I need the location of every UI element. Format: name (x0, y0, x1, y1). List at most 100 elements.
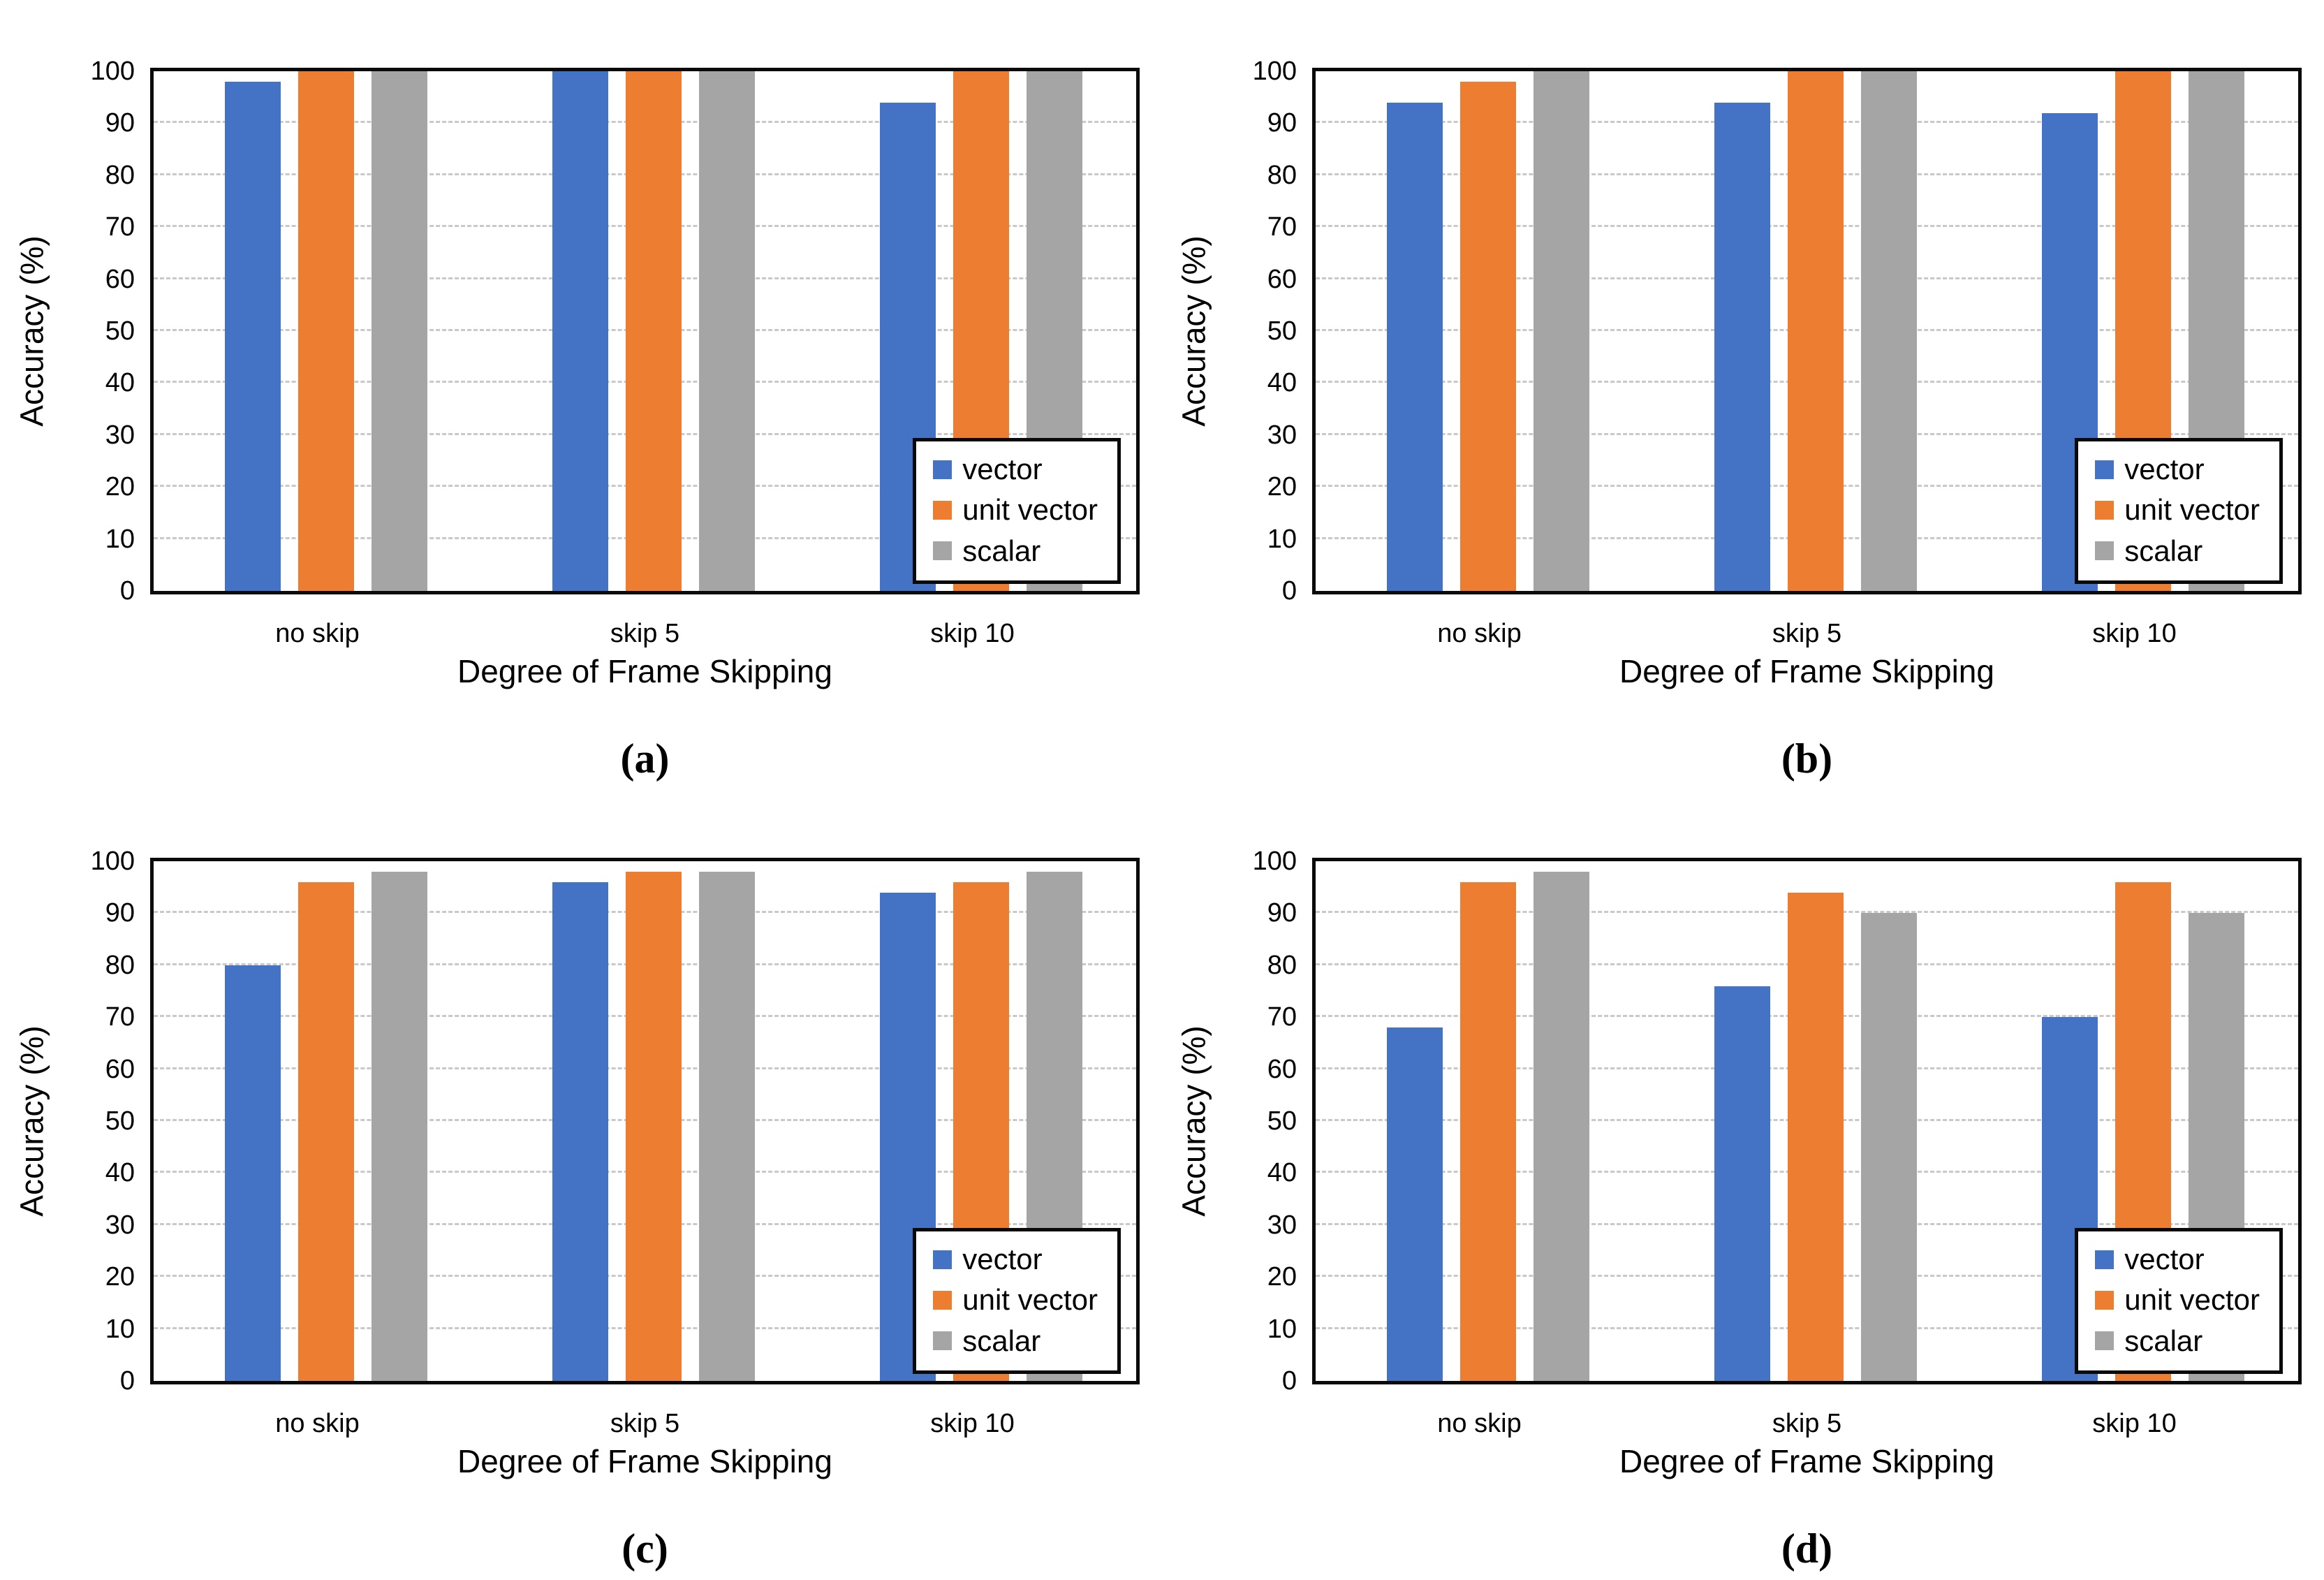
bar-scalar-skip-5 (699, 71, 755, 591)
y-axis-title: Accuracy (%) (1165, 858, 1223, 1384)
y-tick-label: 50 (105, 1106, 135, 1136)
y-axis-title: Accuracy (%) (3, 858, 61, 1384)
bar-scalar-no-skip (372, 71, 427, 591)
legend-label: vector (2124, 453, 2205, 486)
bar-unit-vector-skip-5 (626, 871, 682, 1381)
plot-area: 0 10 20 30 40 50 60 70 80 90 100 no skip skip 5 skip … (1253, 848, 2302, 1437)
y-tick-label: 30 (105, 1210, 135, 1240)
y-axis-title: Accuracy (%) (3, 68, 61, 594)
legend-item-vector: vector (933, 453, 1098, 486)
y-tick-label: 10 (1267, 524, 1297, 554)
legend-marker-unit-vector-icon (933, 1291, 953, 1310)
bar-unit-vector-skip-5 (1788, 71, 1844, 591)
y-tick-label: 20 (105, 472, 135, 502)
y-tick-label: 100 (90, 847, 135, 876)
legend-label: scalar (2124, 1324, 2203, 1357)
legend: vector unit vector scalar (2075, 438, 2283, 584)
y-tick-label: 20 (1267, 1262, 1297, 1292)
legend-item-unit-vector: unit vector (2095, 1283, 2260, 1317)
x-tick-label: skip 5 (610, 619, 680, 648)
legend-item-unit-vector: unit vector (2095, 493, 2260, 527)
bar-scalar-skip-5 (1861, 913, 1917, 1381)
x-tick-label: no skip (1437, 619, 1522, 648)
legend-label: scalar (962, 1324, 1041, 1357)
bar-scalar-no-skip (1534, 871, 1589, 1381)
legend-item-vector: vector (2095, 1243, 2260, 1276)
y-tick-label: 60 (1267, 264, 1297, 294)
y-tick-label: 40 (105, 1158, 135, 1188)
y-tick-label: 0 (1281, 1366, 1297, 1396)
y-tick-label: 40 (1267, 1158, 1297, 1188)
y-tick-label: 50 (1267, 1106, 1297, 1136)
bar-vector-skip-5 (1714, 986, 1770, 1381)
panel-caption: (b) (1781, 736, 1833, 782)
legend-label: scalar (962, 534, 1041, 567)
y-tick-label: 70 (1267, 212, 1297, 242)
legend: vector unit vector scalar (2075, 1228, 2283, 1374)
legend-marker-vector-icon (2095, 460, 2115, 479)
y-tick-label: 30 (1267, 420, 1297, 450)
legend-item-unit-vector: unit vector (933, 1283, 1098, 1317)
chart-panel-d: Accuracy (%) 0 10 20 30 40 50 60 70 80 90 100 no sk… (1162, 790, 2324, 1580)
bar-unit-vector-no-skip (298, 71, 354, 591)
y-tick-label: 0 (119, 576, 135, 606)
y-tick-label: 80 (1267, 160, 1297, 190)
panel-caption: (a) (620, 736, 670, 782)
chart-panel-c: Accuracy (%) 0 10 20 30 40 50 60 70 80 90 100 no sk… (0, 790, 1162, 1580)
y-tick-label: 60 (105, 1054, 135, 1084)
plot-area: 0 10 20 30 40 50 60 70 80 90 100 no skip skip 5 skip … (91, 58, 1140, 647)
y-tick-label: 20 (105, 1262, 135, 1292)
legend-item-scalar: scalar (933, 534, 1098, 568)
legend-label: scalar (2124, 534, 2203, 567)
y-tick-label: 60 (105, 264, 135, 294)
x-axis-title: Degree of Frame Skipping (457, 653, 832, 689)
legend-label: vector (962, 1243, 1043, 1276)
legend-marker-vector-icon (2095, 1250, 2115, 1269)
y-tick-label: 50 (1267, 316, 1297, 346)
plot-area: 0 10 20 30 40 50 60 70 80 90 100 no skip skip 5 skip … (1253, 58, 2302, 647)
x-axis-title: Degree of Frame Skipping (1619, 1443, 1994, 1479)
chart-panel-b: Accuracy (%) 0 10 20 30 40 50 60 70 80 90 100 no sk… (1162, 0, 2324, 790)
y-tick-label: 70 (105, 212, 135, 242)
x-tick-label: skip 10 (2092, 1409, 2177, 1438)
y-tick-label: 30 (1267, 1210, 1297, 1240)
bar-vector-no-skip (1387, 1027, 1443, 1381)
y-tick-label: 100 (1252, 847, 1297, 876)
x-axis-title: Degree of Frame Skipping (1619, 653, 1994, 689)
y-axis-title-text: Accuracy (%) (14, 235, 51, 427)
y-tick-label: 80 (105, 950, 135, 980)
y-tick-label: 100 (1252, 57, 1297, 86)
legend-label: unit vector (962, 1283, 1098, 1317)
y-axis-title-text: Accuracy (%) (1176, 235, 1213, 427)
panel-caption: (c) (622, 1526, 668, 1572)
legend-marker-vector-icon (933, 460, 953, 479)
legend-item-unit-vector: unit vector (933, 493, 1098, 527)
legend-marker-scalar-icon (2095, 1331, 2115, 1351)
legend-marker-unit-vector-icon (2095, 1291, 2115, 1310)
y-tick-label: 10 (1267, 1314, 1297, 1344)
y-tick-label: 50 (105, 316, 135, 346)
legend-label: unit vector (2124, 493, 2260, 527)
bar-scalar-skip-5 (1861, 71, 1917, 591)
bar-vector-no-skip (225, 965, 281, 1381)
legend-label: unit vector (962, 493, 1098, 527)
y-tick-label: 30 (105, 420, 135, 450)
bar-vector-no-skip (225, 81, 281, 591)
y-tick-label: 10 (105, 524, 135, 554)
bar-unit-vector-no-skip (1460, 81, 1516, 591)
y-tick-label: 100 (90, 57, 135, 86)
legend-item-scalar: scalar (2095, 1324, 2260, 1358)
bar-vector-skip-5 (552, 882, 608, 1381)
y-tick-label: 90 (1267, 898, 1297, 928)
legend-marker-scalar-icon (933, 541, 953, 561)
legend-marker-unit-vector-icon (2095, 501, 2115, 520)
y-axis-title-text: Accuracy (%) (1176, 1025, 1213, 1217)
bar-scalar-no-skip (1534, 71, 1589, 591)
y-tick-label: 90 (105, 898, 135, 928)
legend-label: vector (2124, 1243, 2205, 1276)
bar-unit-vector-skip-5 (1788, 892, 1844, 1381)
x-tick-label: no skip (275, 1409, 360, 1438)
legend-item-vector: vector (933, 1243, 1098, 1276)
y-tick-label: 80 (1267, 950, 1297, 980)
